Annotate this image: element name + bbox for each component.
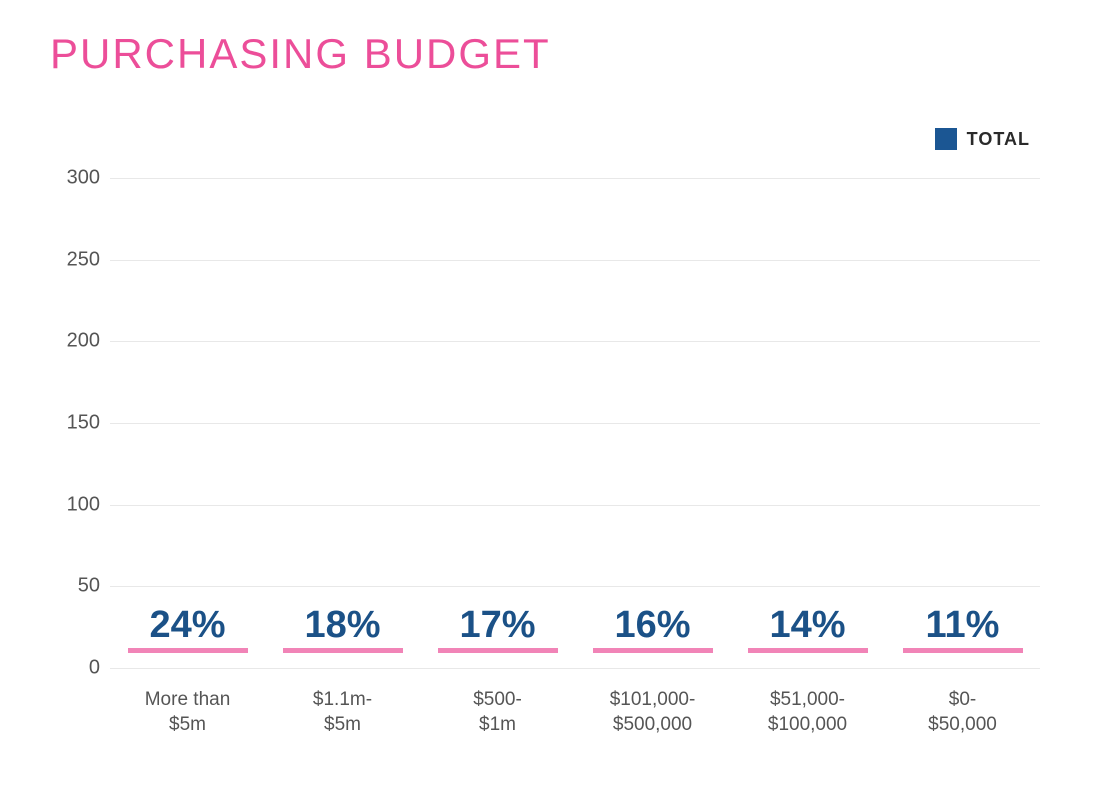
y-axis-tick-label: 200	[55, 330, 100, 353]
x-axis-label-line1: More than	[110, 688, 265, 713]
y-axis-tick-label: 300	[55, 167, 100, 190]
bar-annotation: 11%	[893, 606, 1033, 653]
percent-underline	[903, 648, 1023, 653]
x-axis-label-line2: $1m	[420, 713, 575, 738]
y-axis-tick-label: 100	[55, 493, 100, 516]
percent-underline	[283, 648, 403, 653]
bar-annotation: 24%	[118, 606, 258, 653]
grid-line	[110, 586, 1040, 587]
x-axis-label-line2: $100,000	[730, 713, 885, 738]
x-axis-label: $51,000-$100,000	[730, 688, 885, 737]
x-axis-label: $101,000-$500,000	[575, 688, 730, 737]
percent-label: 11%	[926, 606, 1000, 644]
chart-title: PURCHASING BUDGET	[50, 30, 1050, 78]
percent-label: 18%	[304, 606, 380, 644]
bar-annotation: 16%	[583, 606, 723, 653]
y-axis-tick-label: 50	[55, 575, 100, 598]
x-axis-label-line1: $1.1m-	[265, 688, 420, 713]
legend-swatch	[935, 128, 957, 150]
bar-annotation: 18%	[273, 606, 413, 653]
percent-label: 17%	[459, 606, 535, 644]
x-axis-label: $500-$1m	[420, 688, 575, 737]
legend: TOTAL	[935, 128, 1030, 150]
bar-annotation: 17%	[428, 606, 568, 653]
x-axis-label-line1: $0-	[885, 688, 1040, 713]
grid-line	[110, 178, 1040, 179]
x-axis-label-line2: $50,000	[885, 713, 1040, 738]
x-axis-label-line1: $500-	[420, 688, 575, 713]
y-axis-tick-label: 150	[55, 412, 100, 435]
percent-label: 16%	[614, 606, 690, 644]
y-axis-tick-label: 250	[55, 248, 100, 271]
grid-line	[110, 668, 1040, 669]
x-axis-label: $0-$50,000	[885, 688, 1040, 737]
percent-label: 14%	[769, 606, 845, 644]
legend-label: TOTAL	[967, 129, 1030, 150]
x-axis-label-line1: $51,000-	[730, 688, 885, 713]
chart-container: TOTAL 24% 18% 17% 16% 14% 11% More than$5m$1.…	[50, 128, 1050, 748]
grid-line	[110, 505, 1040, 506]
x-axis-label-line2: $5m	[265, 713, 420, 738]
percent-underline	[438, 648, 558, 653]
x-axis-label: More than$5m	[110, 688, 265, 737]
x-axis-label: $1.1m-$5m	[265, 688, 420, 737]
percent-underline	[593, 648, 713, 653]
y-axis-tick-label: 0	[55, 657, 100, 680]
x-axis-label-line2: $500,000	[575, 713, 730, 738]
plot-area: 24%18%17%16%14%11% More than$5m$1.1m-$5m…	[110, 178, 1040, 668]
bar-annotation: 14%	[738, 606, 878, 653]
percent-underline	[748, 648, 868, 653]
grid-line	[110, 260, 1040, 261]
grid-line	[110, 423, 1040, 424]
x-axis-label-line2: $5m	[110, 713, 265, 738]
percent-underline	[128, 648, 248, 653]
x-axis-label-line1: $101,000-	[575, 688, 730, 713]
percent-label: 24%	[149, 606, 225, 644]
x-axis-labels: More than$5m$1.1m-$5m$500-$1m$101,000-$5…	[110, 668, 1040, 737]
grid-line	[110, 341, 1040, 342]
